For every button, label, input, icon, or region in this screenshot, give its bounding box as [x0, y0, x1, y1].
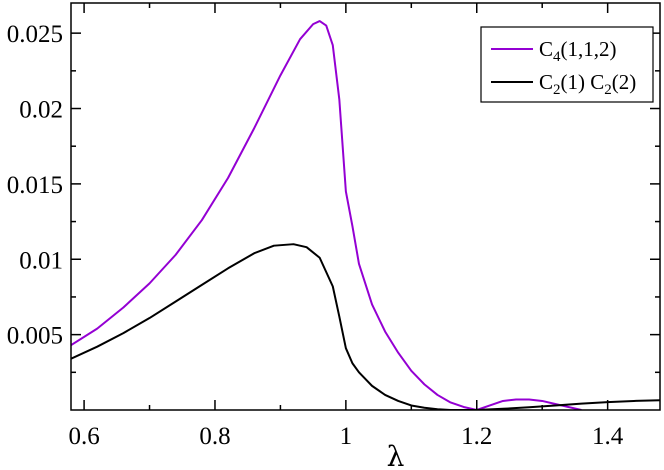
- series-line-1: [71, 20, 582, 410]
- series-line-2: [71, 243, 660, 410]
- axis-tick-labels: 0.6 0.8 1 1.2 1.4 0.005 0.01 0.015 0.02 0.025: [7, 21, 624, 450]
- legend-label-2: C2(1) C2(2): [539, 70, 636, 98]
- y-tick-label: 0.025: [7, 21, 63, 48]
- y-tick-label: 0.01: [19, 247, 63, 274]
- legend: C4(1,1,2) C2(1) C2(2): [480, 26, 654, 103]
- x-tick-label: 0.6: [68, 423, 99, 450]
- x-axis-label: λ: [387, 440, 405, 470]
- x-tick-label: 1.4: [592, 423, 624, 450]
- x-tick-label: 1: [340, 423, 353, 450]
- plot-frame: [70, 2, 661, 411]
- plot-lines: [71, 20, 660, 410]
- x-tick-label: 0.8: [199, 423, 230, 450]
- legend-box: [480, 26, 654, 103]
- y-tick-label: 0.02: [19, 97, 63, 124]
- y-tick-label: 0.005: [7, 323, 63, 350]
- axis-ticks: [71, 3, 660, 410]
- y-tick-label: 0.015: [7, 172, 63, 199]
- x-tick-label: 1.2: [461, 423, 492, 450]
- legend-label-1: C4(1,1,2): [539, 37, 617, 65]
